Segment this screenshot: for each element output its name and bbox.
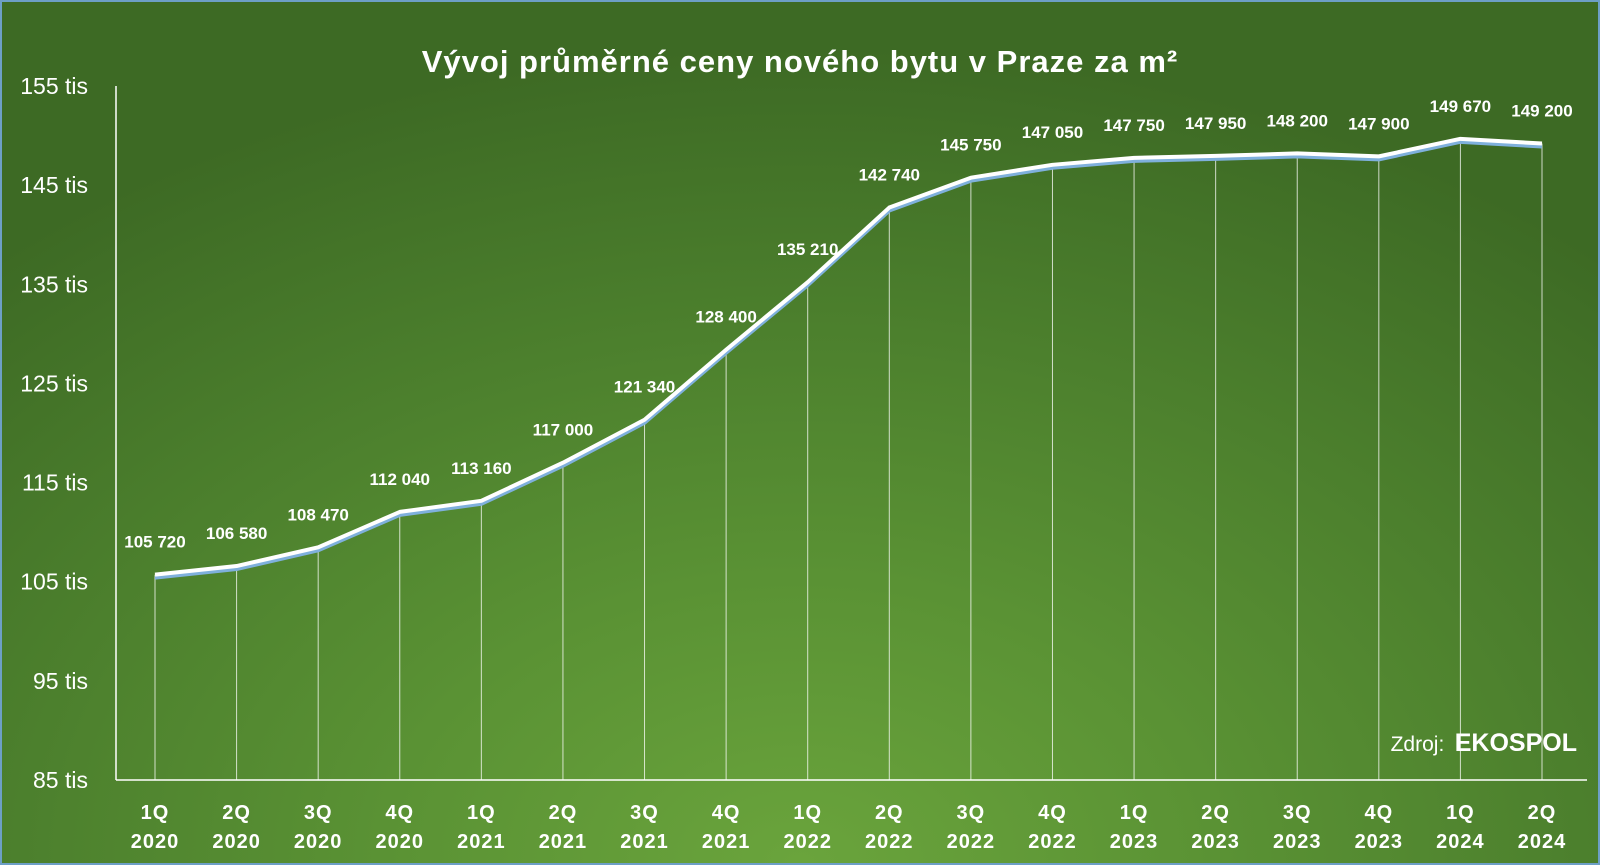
x-tick-label: 1Q 2024 xyxy=(1436,802,1485,853)
x-tick-label: 1Q 2023 xyxy=(1110,802,1159,853)
data-label: 108 470 xyxy=(287,505,348,524)
data-label: 145 750 xyxy=(940,136,1001,155)
x-tick-label: 2Q 2020 xyxy=(212,802,261,853)
x-tick-label: 2Q 2024 xyxy=(1518,802,1567,853)
series-line-path xyxy=(154,136,1543,577)
data-label: 149 200 xyxy=(1511,102,1572,121)
data-label: 105 720 xyxy=(124,533,185,552)
x-tick-label: 2Q 2023 xyxy=(1191,802,1240,853)
data-label: 147 750 xyxy=(1103,116,1164,135)
axes xyxy=(115,86,1587,781)
y-tick-label: 95 tis xyxy=(33,668,88,694)
data-label: 147 950 xyxy=(1185,114,1246,133)
x-ticks: 1Q 2020 2Q 2020 3Q 2020 4Q 2020 1Q 2021 2Q 2021 3Q 20… xyxy=(131,802,1567,853)
data-label: 147 900 xyxy=(1348,114,1409,133)
chart-title: Vývoj průměrné ceny nového bytu v Praze … xyxy=(422,44,1179,79)
source-prefix: Zdroj: xyxy=(1391,733,1445,756)
y-tick-label: 155 tis xyxy=(20,73,88,99)
series-line xyxy=(154,136,1543,580)
data-label: 142 740 xyxy=(859,166,920,185)
data-labels: 105 720 106 580 108 470 112 040 113 160 117 0… xyxy=(124,97,1572,552)
x-tick-label: 3Q 2023 xyxy=(1273,802,1322,853)
y-tick-label: 105 tis xyxy=(20,569,88,595)
data-label: 113 160 xyxy=(451,459,512,478)
drop-lines xyxy=(154,138,1543,780)
y-tick-label: 85 tis xyxy=(33,767,88,793)
data-label: 135 210 xyxy=(777,240,838,259)
x-tick-label: 4Q 2021 xyxy=(702,802,751,853)
source-name: EKOSPOL xyxy=(1455,729,1577,757)
x-tick-label: 1Q 2022 xyxy=(783,802,832,853)
y-ticks: 85 tis 95 tis 105 tis 115 tis 125 tis 135 tis… xyxy=(20,73,88,793)
x-tick-label: 2Q 2021 xyxy=(539,802,588,853)
data-label: 147 050 xyxy=(1022,123,1083,142)
y-tick-label: 115 tis xyxy=(22,470,88,496)
data-label: 112 040 xyxy=(370,470,431,489)
x-tick-label: 4Q 2023 xyxy=(1355,802,1404,853)
y-tick-label: 145 tis xyxy=(20,172,88,198)
source-note: Zdroj: EKOSPOL xyxy=(1391,729,1577,757)
y-tick-label: 135 tis xyxy=(20,271,88,297)
y-tick-label: 125 tis xyxy=(20,370,88,396)
data-label: 106 580 xyxy=(206,524,267,543)
x-tick-label: 3Q 2021 xyxy=(620,802,669,853)
data-label: 117 000 xyxy=(533,421,594,440)
data-label: 149 670 xyxy=(1430,97,1491,116)
x-tick-label: 4Q 2020 xyxy=(376,802,425,853)
data-label: 121 340 xyxy=(614,378,675,397)
series-shadow xyxy=(154,139,1543,580)
x-tick-label: 4Q 2022 xyxy=(1028,802,1077,853)
data-label: 148 200 xyxy=(1267,111,1328,130)
x-tick-label: 3Q 2022 xyxy=(947,802,996,853)
x-tick-label: 1Q 2020 xyxy=(131,802,180,853)
x-tick-label: 3Q 2020 xyxy=(294,802,343,853)
x-tick-label: 2Q 2022 xyxy=(865,802,914,853)
data-label: 128 400 xyxy=(695,308,756,327)
x-tick-label: 1Q 2021 xyxy=(457,802,506,853)
